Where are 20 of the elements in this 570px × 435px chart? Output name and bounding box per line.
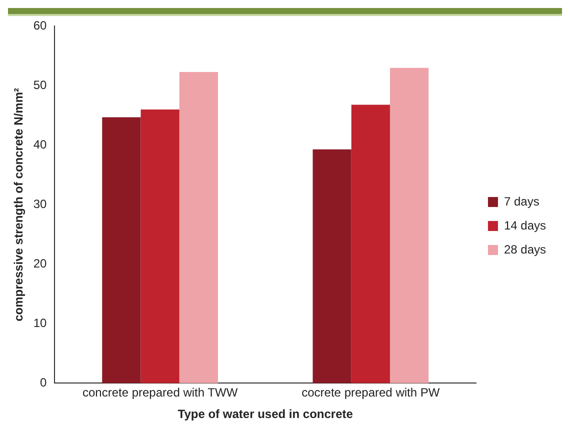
y-tick-label: 0 (40, 376, 48, 390)
legend-label: 14 days (504, 218, 546, 232)
bar (102, 117, 141, 384)
x-axis-title: Type of water used in concrete (178, 407, 354, 422)
legend-label: 28 days (504, 242, 546, 256)
x-tick-label: cocrete prepared with PW (302, 386, 440, 400)
y-tick-label: 10 (33, 316, 48, 330)
bar (179, 72, 218, 384)
y-tick-label: 40 (33, 138, 48, 152)
y-tick-label: 50 (33, 78, 48, 92)
y-tick-label: 20 (33, 256, 48, 271)
y-axis-title: compressive strength of concrete N/mm² (12, 88, 26, 322)
x-tick-label: concrete prepared with TWW (82, 386, 238, 400)
y-tick-label: 30 (33, 197, 48, 212)
y-tick-label: 60 (33, 18, 48, 33)
bar (140, 110, 180, 384)
bar (351, 104, 390, 384)
bar (312, 149, 352, 384)
bar (390, 68, 429, 384)
legend-label: 7 days (504, 194, 540, 208)
